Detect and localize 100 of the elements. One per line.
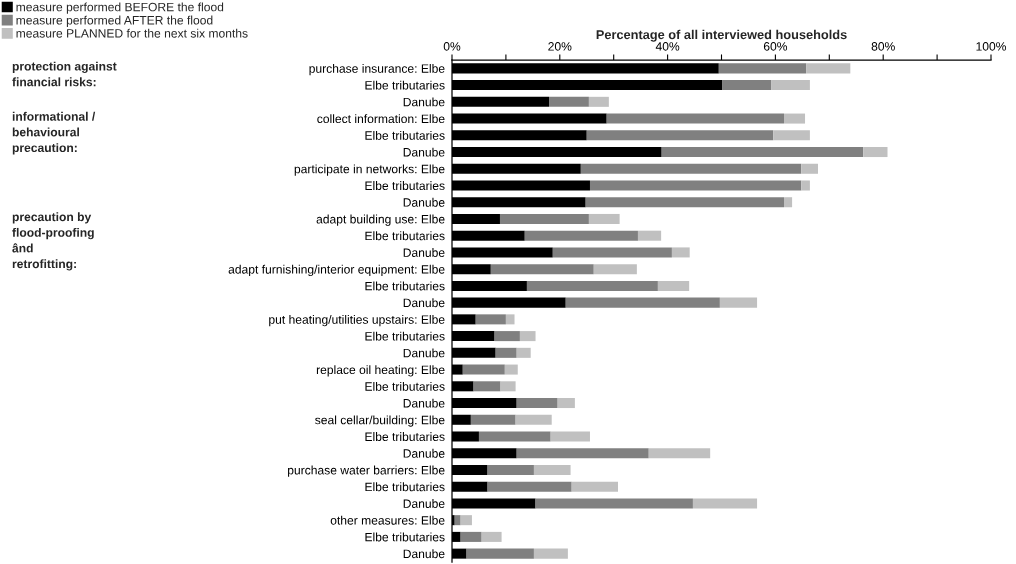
bar xyxy=(499,213,589,224)
y-tick-label: Danube xyxy=(403,97,445,107)
bar xyxy=(460,515,472,526)
bar xyxy=(500,381,516,392)
bar xyxy=(588,96,609,107)
y-tick-label: collect information: Elbe xyxy=(317,114,445,124)
bar xyxy=(516,448,649,459)
bar xyxy=(773,130,810,141)
y-tick-label: Danube xyxy=(403,348,445,358)
y-tick-label: Danube xyxy=(403,448,445,458)
bar xyxy=(801,163,818,174)
y-tick-label: Elbe tributaries xyxy=(365,532,445,542)
x-tick-label: 0% xyxy=(443,42,461,51)
bar xyxy=(565,297,720,308)
bar xyxy=(606,113,785,124)
bar xyxy=(535,498,693,509)
bar xyxy=(516,347,531,358)
y-tick-label: put heating/utilities upstairs: Elbe xyxy=(269,314,445,327)
bar xyxy=(549,96,589,107)
bar xyxy=(490,264,594,275)
bar xyxy=(771,80,810,91)
bar xyxy=(552,247,672,258)
y-tick-label: Danube xyxy=(403,499,445,508)
bar xyxy=(454,515,461,526)
bar xyxy=(504,364,518,375)
y-tick-label: replace oil heating: Elbe xyxy=(316,365,445,377)
y-tick-label: adapt building use: Elbe xyxy=(316,214,445,226)
bar xyxy=(487,464,534,475)
bar xyxy=(533,464,571,475)
bar xyxy=(550,431,590,442)
y-tick-label: Danube xyxy=(403,197,445,207)
bar xyxy=(524,230,638,241)
bar xyxy=(719,297,758,308)
bar xyxy=(557,398,575,409)
bar xyxy=(466,548,534,559)
bar xyxy=(692,498,758,509)
bar xyxy=(718,63,807,74)
x-tick-label: 60% xyxy=(763,42,788,51)
bar xyxy=(519,331,536,342)
text: precaution by flood-proofing ând retrofitting: xyxy=(12,212,94,271)
x-tick-label: 40% xyxy=(655,42,680,51)
bar xyxy=(784,197,793,208)
bar xyxy=(580,163,802,174)
bar xyxy=(533,548,568,559)
x-axis-title: Percentage of all interviewed households xyxy=(596,29,847,42)
bar xyxy=(671,247,690,258)
bar xyxy=(494,331,520,342)
bar xyxy=(806,63,851,74)
y-tick-label: Danube xyxy=(403,549,445,559)
bar xyxy=(593,264,637,275)
y-tick-label: Elbe tributaries xyxy=(365,381,445,391)
legend-label: measure PLANNED for the next six months xyxy=(16,28,248,38)
bar xyxy=(460,531,482,542)
y-tick-label: Elbe tributaries xyxy=(365,80,445,90)
y-tick-label: Elbe tributaries xyxy=(365,130,445,140)
y-tick-label: Danube xyxy=(403,398,445,408)
bar xyxy=(515,414,552,425)
bar xyxy=(648,448,711,459)
bar xyxy=(588,213,620,224)
bar xyxy=(657,280,690,291)
bar xyxy=(481,531,502,542)
y-tick-label: Elbe tributaries xyxy=(365,331,445,341)
y-tick-label: Elbe tributaries xyxy=(365,482,445,492)
legend-label: measure performed AFTER the flood xyxy=(16,15,213,27)
bar xyxy=(801,180,810,191)
y-tick-label: Elbe tributaries xyxy=(365,281,445,291)
bar xyxy=(637,230,662,241)
bar xyxy=(475,314,506,325)
bar xyxy=(526,280,658,291)
y-tick-label: purchase insurance: Elbe xyxy=(309,63,445,76)
y-tick-label: Elbe tributaries xyxy=(365,432,445,441)
bar xyxy=(495,347,517,358)
y-tick-label: Danube xyxy=(403,248,445,257)
bar xyxy=(462,364,505,375)
bar xyxy=(470,414,516,425)
bar xyxy=(571,481,619,492)
y-tick-label: other measures: Elbe xyxy=(330,515,445,525)
y-tick-label: participate in networks: Elbe xyxy=(294,164,445,176)
text: informational / behavioural precaution: xyxy=(12,111,96,155)
bar xyxy=(505,314,515,325)
legend-label: measure performed BEFORE the flood xyxy=(16,2,224,14)
bar xyxy=(586,130,774,141)
bar xyxy=(487,481,572,492)
bar xyxy=(589,180,802,191)
bar xyxy=(722,80,772,91)
y-tick-label: adapt furnishing/interior equipment: Elbe xyxy=(228,264,445,277)
bar xyxy=(516,398,558,409)
y-tick-label: Danube xyxy=(403,298,445,308)
bar xyxy=(863,147,888,158)
x-tick-label: 100% xyxy=(976,42,1007,51)
bar xyxy=(784,113,806,124)
text: protection against financial risks: xyxy=(12,61,117,87)
bar xyxy=(585,197,785,208)
bar xyxy=(473,381,501,392)
bar xyxy=(478,431,551,442)
x-tick-label: 80% xyxy=(871,42,895,51)
y-tick-label: Elbe tributaries xyxy=(365,231,445,241)
y-tick-label: Danube xyxy=(403,147,445,157)
y-tick-label: seal cellar/building: Elbe xyxy=(315,415,445,427)
y-tick-label: Elbe tributaries xyxy=(365,181,445,190)
